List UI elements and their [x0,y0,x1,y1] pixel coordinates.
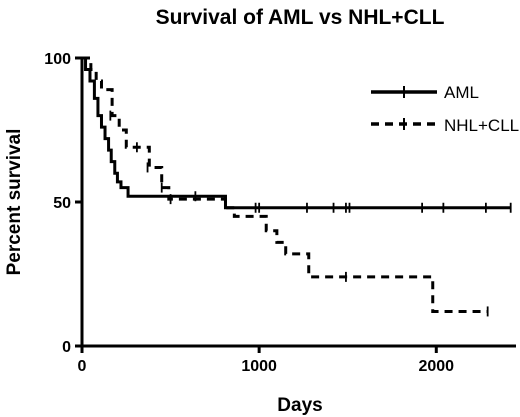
legend: AML NHL+CLL [371,83,519,135]
x-tick-label-0: 0 [78,358,87,375]
x-tick-label-1000: 1000 [241,358,277,375]
y-tick-label-50: 50 [53,195,71,212]
series-line-nhl-cll [82,56,488,313]
y-axis-label: Percent survival [4,129,25,276]
x-axis-label: Days [277,395,322,416]
chart-title: Survival of AML vs NHL+CLL [156,6,445,29]
x-tick-label-2000: 2000 [418,358,454,375]
legend-item-nhl-cll: NHL+CLL [371,116,519,135]
y-tick-label-100: 100 [44,51,71,68]
series-line-aml [82,56,511,210]
y-tick-label-0: 0 [62,339,71,356]
legend-label-nhl-cll: NHL+CLL [444,116,519,135]
series-layer [82,56,512,317]
legend-item-aml: AML [371,83,479,102]
legend-label-aml: AML [444,83,479,102]
